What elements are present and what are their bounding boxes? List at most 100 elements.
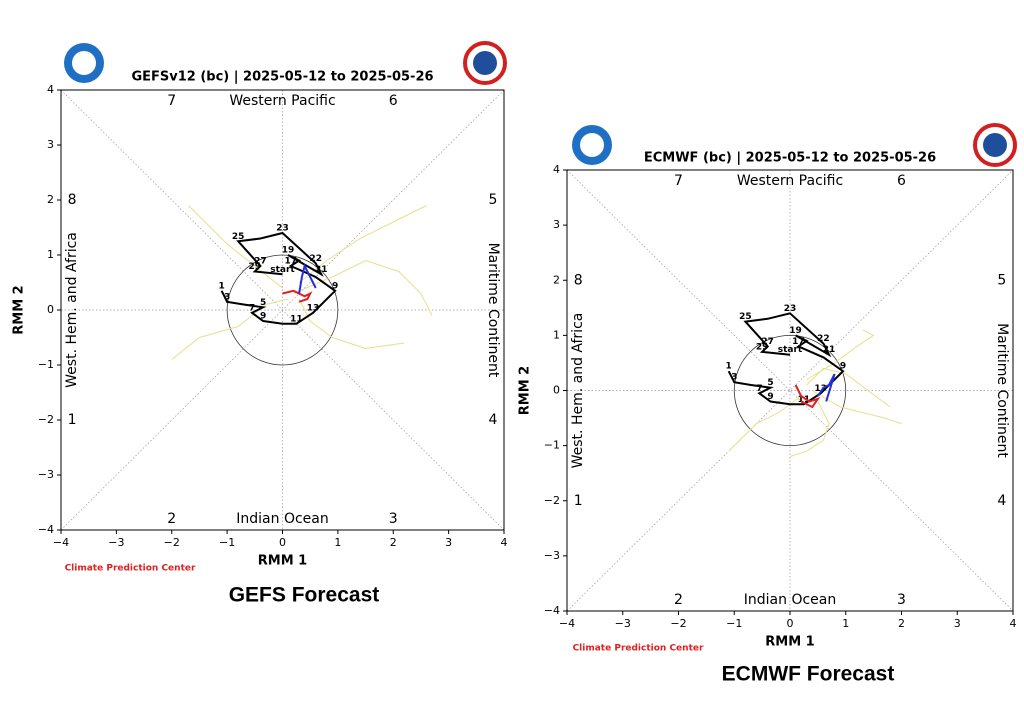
point-label: 19: [789, 326, 802, 336]
chart-title: ECMWF (bc) | 2025-05-12 to 2025-05-26: [644, 151, 936, 166]
x-tick-label: 3: [445, 536, 452, 549]
x-tick-label: 0: [787, 617, 794, 630]
point-label: 25: [232, 232, 245, 242]
phase-label: 6: [897, 173, 906, 189]
diagonal: [566, 169, 1014, 612]
region-label: Indian Ocean: [236, 511, 328, 527]
x-axis-label: RMM 1: [258, 554, 307, 569]
y-tick-label: 3: [553, 218, 560, 231]
x-tick-label: 4: [1010, 617, 1017, 630]
phase-label: 3: [897, 592, 906, 608]
x-tick-label: 2: [898, 617, 905, 630]
phase-label: 1: [68, 412, 77, 428]
caption: ECMWF Forecast: [722, 663, 895, 686]
track-line: [298, 263, 317, 294]
noaa-logo-inner: [72, 51, 96, 75]
x-axis-label: RMM 1: [765, 635, 814, 650]
y-tick-label: 2: [553, 273, 560, 286]
point-label: 22: [309, 254, 322, 264]
x-tick-label: −3: [108, 536, 124, 549]
region-label: Western Pacific: [229, 93, 335, 109]
track-line: [293, 259, 433, 316]
track-line: [282, 289, 313, 303]
region-label: Maritime Continent: [994, 323, 1010, 458]
unit-circle: [226, 254, 339, 366]
phase-label: 4: [488, 412, 497, 428]
x-tick-label: 1: [334, 536, 341, 549]
phase-label: 2: [167, 511, 176, 527]
phase-label: 2: [674, 592, 683, 608]
point-label: 3: [224, 292, 230, 302]
diagonal: [566, 169, 1014, 612]
caption: GEFS Forecast: [229, 584, 380, 607]
x-tick-label: −3: [615, 617, 631, 630]
point-label: 5: [767, 378, 773, 388]
track-line: [220, 231, 337, 325]
phase-label: 7: [674, 173, 683, 189]
phase-label: 6: [389, 93, 398, 109]
x-tick-label: 0: [279, 536, 286, 549]
region-label: Indian Ocean: [744, 592, 836, 608]
y-axis-label: RMM 2: [12, 285, 27, 334]
y-tick-label: 0: [47, 303, 54, 316]
x-tick-label: −4: [53, 536, 69, 549]
unit-circle: [733, 334, 847, 447]
point-label: start: [270, 265, 295, 275]
x-tick-label: −1: [219, 536, 235, 549]
track-line: [298, 205, 427, 283]
x-tick-label: −2: [670, 617, 686, 630]
x-tick-label: −4: [559, 617, 575, 630]
phase-label: 5: [997, 272, 1006, 288]
point-label: 3: [731, 373, 737, 383]
source-label: Climate Prediction Center: [65, 564, 196, 574]
phase-label: 8: [574, 272, 583, 288]
y-tick-label: −2: [544, 494, 560, 507]
track-line: [806, 367, 891, 408]
point-label: 7: [249, 303, 255, 313]
x-tick-label: 3: [954, 617, 961, 630]
point-label: 9: [767, 392, 773, 402]
y-axis-label: RMM 2: [518, 366, 533, 415]
point-label: 23: [784, 304, 797, 314]
point-label: 27: [254, 257, 267, 267]
x-tick-label: −2: [164, 536, 180, 549]
phase-label: 8: [68, 192, 77, 208]
point-label: 23: [276, 224, 289, 234]
y-tick-label: 0: [553, 384, 560, 397]
region-label: Maritime Continent: [485, 243, 501, 378]
phase-label: 4: [997, 493, 1006, 509]
point-label: 9: [332, 281, 338, 291]
x-tick-label: 4: [501, 536, 508, 549]
noaa-logo-inner: [580, 133, 604, 157]
chart: ECMWF (bc) | 2025-05-12 to 2025-05-26−4−…: [518, 151, 1017, 686]
x-tick-label: 2: [390, 536, 397, 549]
track-line: [817, 373, 836, 402]
region-label: West. Hem. and Africa: [570, 313, 586, 469]
point-label: 21: [823, 345, 836, 355]
y-tick-label: −3: [544, 549, 560, 562]
point-label: 27: [761, 337, 774, 347]
phase-label: 5: [488, 192, 497, 208]
track-line: [789, 401, 830, 458]
point-label: 1: [726, 362, 732, 372]
y-tick-label: 2: [47, 193, 54, 206]
point-label: 17: [792, 337, 805, 347]
point-label: 9: [840, 362, 846, 372]
y-tick-label: −1: [38, 358, 54, 371]
y-tick-label: −2: [38, 413, 54, 426]
x-tick-label: −1: [726, 617, 742, 630]
y-tick-label: −1: [544, 439, 560, 452]
point-label: start: [778, 345, 803, 355]
y-tick-label: 4: [47, 83, 54, 96]
track-line: [298, 298, 405, 350]
y-tick-label: −3: [38, 468, 54, 481]
phase-label: 3: [389, 511, 398, 527]
phase-label: 7: [167, 93, 176, 109]
point-label: 17: [285, 257, 298, 267]
point-label: 7: [756, 384, 762, 394]
point-label: 1: [218, 281, 224, 291]
logos: [64, 41, 1017, 167]
y-tick-label: −4: [544, 604, 560, 617]
